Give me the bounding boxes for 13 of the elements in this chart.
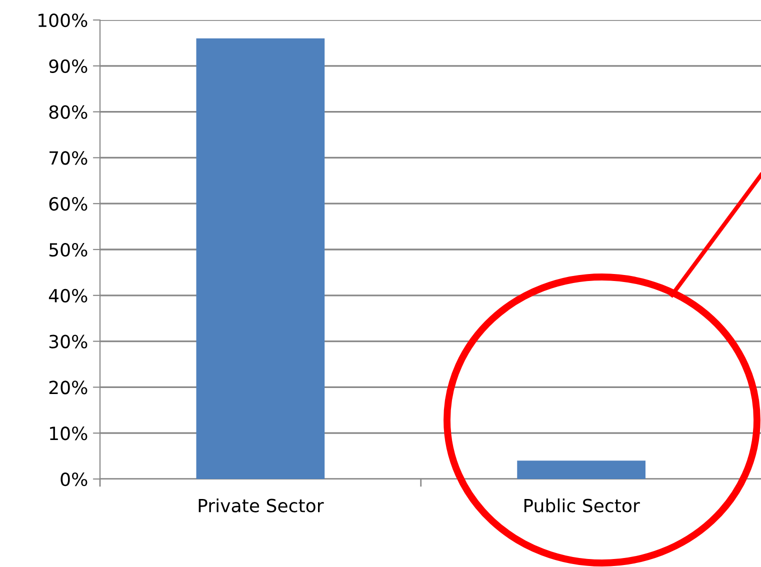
y-tick-label: 80% [49, 105, 88, 119]
y-tick-label: 40% [48, 288, 88, 303]
y-tick-label: 10% [50, 426, 88, 440]
y-tick-label: 50% [49, 242, 88, 257]
y-tick-label: 70% [50, 151, 88, 165]
x-tick-label: Private Sector [198, 498, 324, 512]
y-tick-label: 30% [49, 334, 88, 348]
y-tick-label: 60% [49, 197, 88, 211]
y-tick-label: 0% [60, 472, 88, 486]
x-tick-label: Public Sector [524, 498, 640, 512]
y-tick-label: 90% [49, 59, 88, 74]
y-tick-label: 100% [38, 13, 88, 28]
y-tick-label: 20% [49, 380, 88, 394]
